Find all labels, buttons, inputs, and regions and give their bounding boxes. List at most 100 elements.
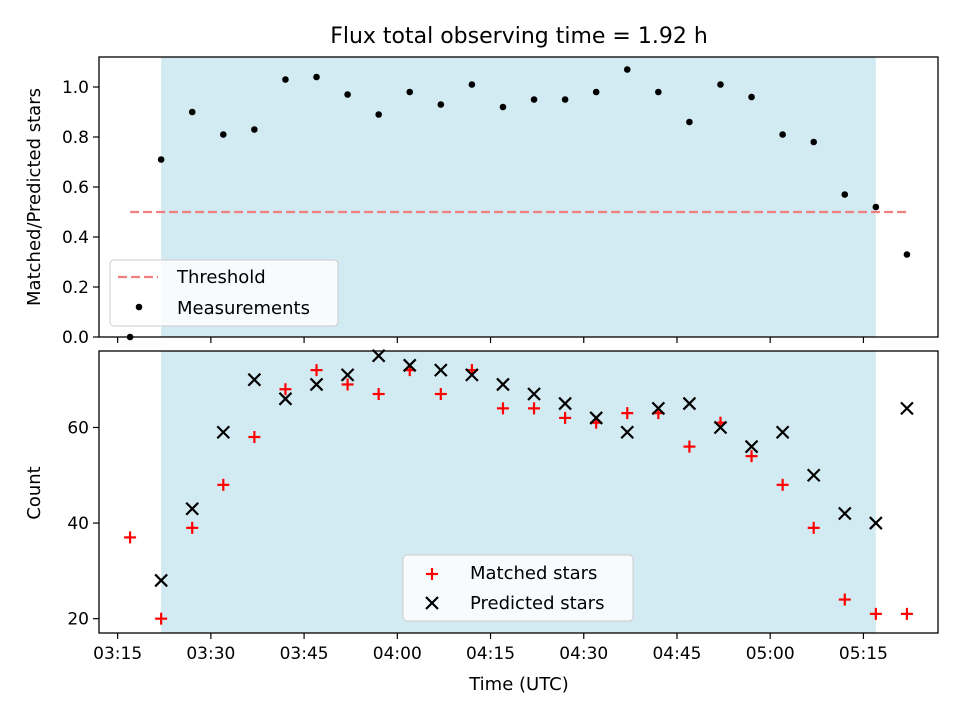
predicted-star-point bbox=[247, 372, 262, 387]
x-tick-label: 04:45 bbox=[652, 644, 701, 664]
y-tick-label: 0.0 bbox=[62, 328, 89, 348]
matched-star-point bbox=[496, 402, 509, 415]
legend-predicted-label: Predicted stars bbox=[470, 593, 604, 614]
predicted-star-mark-b bbox=[496, 377, 510, 392]
measurement-point bbox=[282, 76, 289, 83]
matched-star-point bbox=[559, 411, 572, 424]
predicted-star-point bbox=[744, 439, 759, 454]
predicted-star-point bbox=[651, 401, 666, 416]
predicted-star-point bbox=[837, 506, 852, 521]
legend-threshold-label: Threshold bbox=[176, 267, 266, 288]
legend-measurements-label: Measurements bbox=[177, 298, 310, 319]
bottom-legend: Matched stars Predicted stars bbox=[402, 554, 634, 622]
matched-star-point bbox=[621, 407, 634, 420]
matched-star-point bbox=[341, 378, 354, 391]
predicted-star-point bbox=[371, 349, 386, 363]
predicted-star-mark-b bbox=[869, 516, 883, 530]
predicted-star-point bbox=[154, 573, 168, 588]
predicted-star-point bbox=[589, 411, 603, 425]
matched-star-point bbox=[869, 607, 882, 620]
predicted-star-mark-b bbox=[900, 401, 914, 416]
predicted-star-point bbox=[620, 425, 635, 440]
top-legend: Threshold Measurements bbox=[109, 259, 339, 327]
measurement-point bbox=[251, 126, 258, 133]
predicted-star-mark-b bbox=[434, 363, 448, 377]
predicted-star-mark-b bbox=[775, 425, 790, 440]
matched-star-point bbox=[186, 521, 199, 534]
predicted-star-mark-b bbox=[806, 468, 821, 483]
matched-star-point bbox=[310, 364, 323, 377]
predicted-star-mark-b bbox=[713, 420, 728, 435]
matched-star-point bbox=[807, 521, 820, 534]
measurement-point bbox=[468, 81, 476, 88]
predicted-star-point bbox=[806, 468, 821, 483]
measurement-point bbox=[344, 91, 351, 98]
predicted-star-point bbox=[278, 392, 293, 406]
legend-measurements-swatch bbox=[135, 303, 143, 311]
predicted-star-mark-b bbox=[247, 372, 262, 387]
x-tick-label: 05:00 bbox=[746, 644, 795, 664]
measurement-point bbox=[157, 156, 165, 163]
predicted-star-point bbox=[496, 377, 510, 392]
matched-star-point bbox=[745, 450, 758, 463]
top-y-axis-label: Matched/Predicted stars bbox=[24, 88, 45, 306]
y-tick-label: 0.2 bbox=[62, 278, 89, 298]
predicted-star-mark-b bbox=[558, 396, 572, 411]
y-tick-label: 1.0 bbox=[62, 78, 89, 98]
matched-star-point bbox=[217, 478, 230, 491]
x-tick-label: 03:15 bbox=[93, 644, 142, 664]
legend-predicted-swatch-b bbox=[425, 596, 439, 610]
predicted-star-point bbox=[465, 368, 479, 382]
matched-star-point bbox=[248, 431, 261, 444]
measurement-point bbox=[592, 88, 600, 96]
x-tick-label: 04:30 bbox=[559, 644, 608, 664]
predicted-star-mark-b bbox=[527, 387, 541, 401]
matched-star-point bbox=[124, 531, 137, 544]
measurement-point bbox=[188, 108, 196, 116]
predicted-star-mark-b bbox=[154, 573, 168, 588]
predicted-star-mark-b bbox=[744, 439, 759, 454]
x-axis-label: Time (UTC) bbox=[468, 674, 569, 695]
x-tick-label: 05:15 bbox=[839, 644, 888, 664]
matched-star-point bbox=[683, 440, 696, 453]
predicted-star-point bbox=[527, 387, 541, 401]
matched-star-point bbox=[155, 612, 168, 625]
measurement-point bbox=[406, 88, 414, 96]
predicted-star-mark-b bbox=[402, 358, 417, 373]
legend-box bbox=[402, 554, 634, 622]
measurement-point bbox=[499, 103, 507, 111]
matched-star-point bbox=[279, 383, 292, 396]
predicted-star-mark-b bbox=[371, 349, 386, 363]
matched-star-point bbox=[776, 478, 789, 491]
measurement-point bbox=[717, 81, 724, 88]
y-tick-label: 0.6 bbox=[62, 178, 89, 198]
figure-title: Flux total observing time = 1.92 h bbox=[330, 24, 708, 49]
measurement-point bbox=[313, 73, 320, 81]
predicted-star-mark-b bbox=[682, 396, 697, 411]
predicted-star-mark-b bbox=[620, 425, 635, 440]
x-tick-label: 03:30 bbox=[186, 644, 235, 664]
bottom-y-axis-label: Count bbox=[24, 466, 45, 519]
top-panel: 0.0 0.2 0.4 0.6 0.8 1.0 Threshold Measurements bbox=[62, 56, 939, 348]
x-tick-label: 03:45 bbox=[280, 644, 329, 664]
predicted-star-mark-b bbox=[340, 368, 355, 382]
matched-star-point bbox=[434, 388, 447, 401]
matched-star-point bbox=[372, 388, 385, 401]
predicted-star-mark-b bbox=[465, 368, 479, 382]
y-tick-label: 60 bbox=[67, 418, 89, 438]
measurement-point bbox=[655, 88, 662, 96]
predicted-star-mark-b bbox=[589, 411, 603, 425]
y-tick-label: 20 bbox=[67, 610, 89, 630]
measurement-point bbox=[748, 93, 755, 101]
measurement-point bbox=[841, 191, 849, 198]
measurement-point bbox=[530, 96, 538, 103]
matched-star-point bbox=[528, 402, 541, 415]
predicted-star-point bbox=[869, 516, 883, 530]
measurement-point bbox=[686, 118, 693, 126]
bottom-panel: 20 40 60 03:15 03:30 03:45 04:00 04:15 04:30 04:4… bbox=[67, 349, 939, 664]
legend-box bbox=[109, 259, 339, 327]
predicted-star-mark-b bbox=[278, 392, 293, 406]
predicted-star-point bbox=[216, 425, 231, 440]
measurement-point bbox=[561, 96, 569, 103]
measurement-point bbox=[872, 203, 880, 211]
